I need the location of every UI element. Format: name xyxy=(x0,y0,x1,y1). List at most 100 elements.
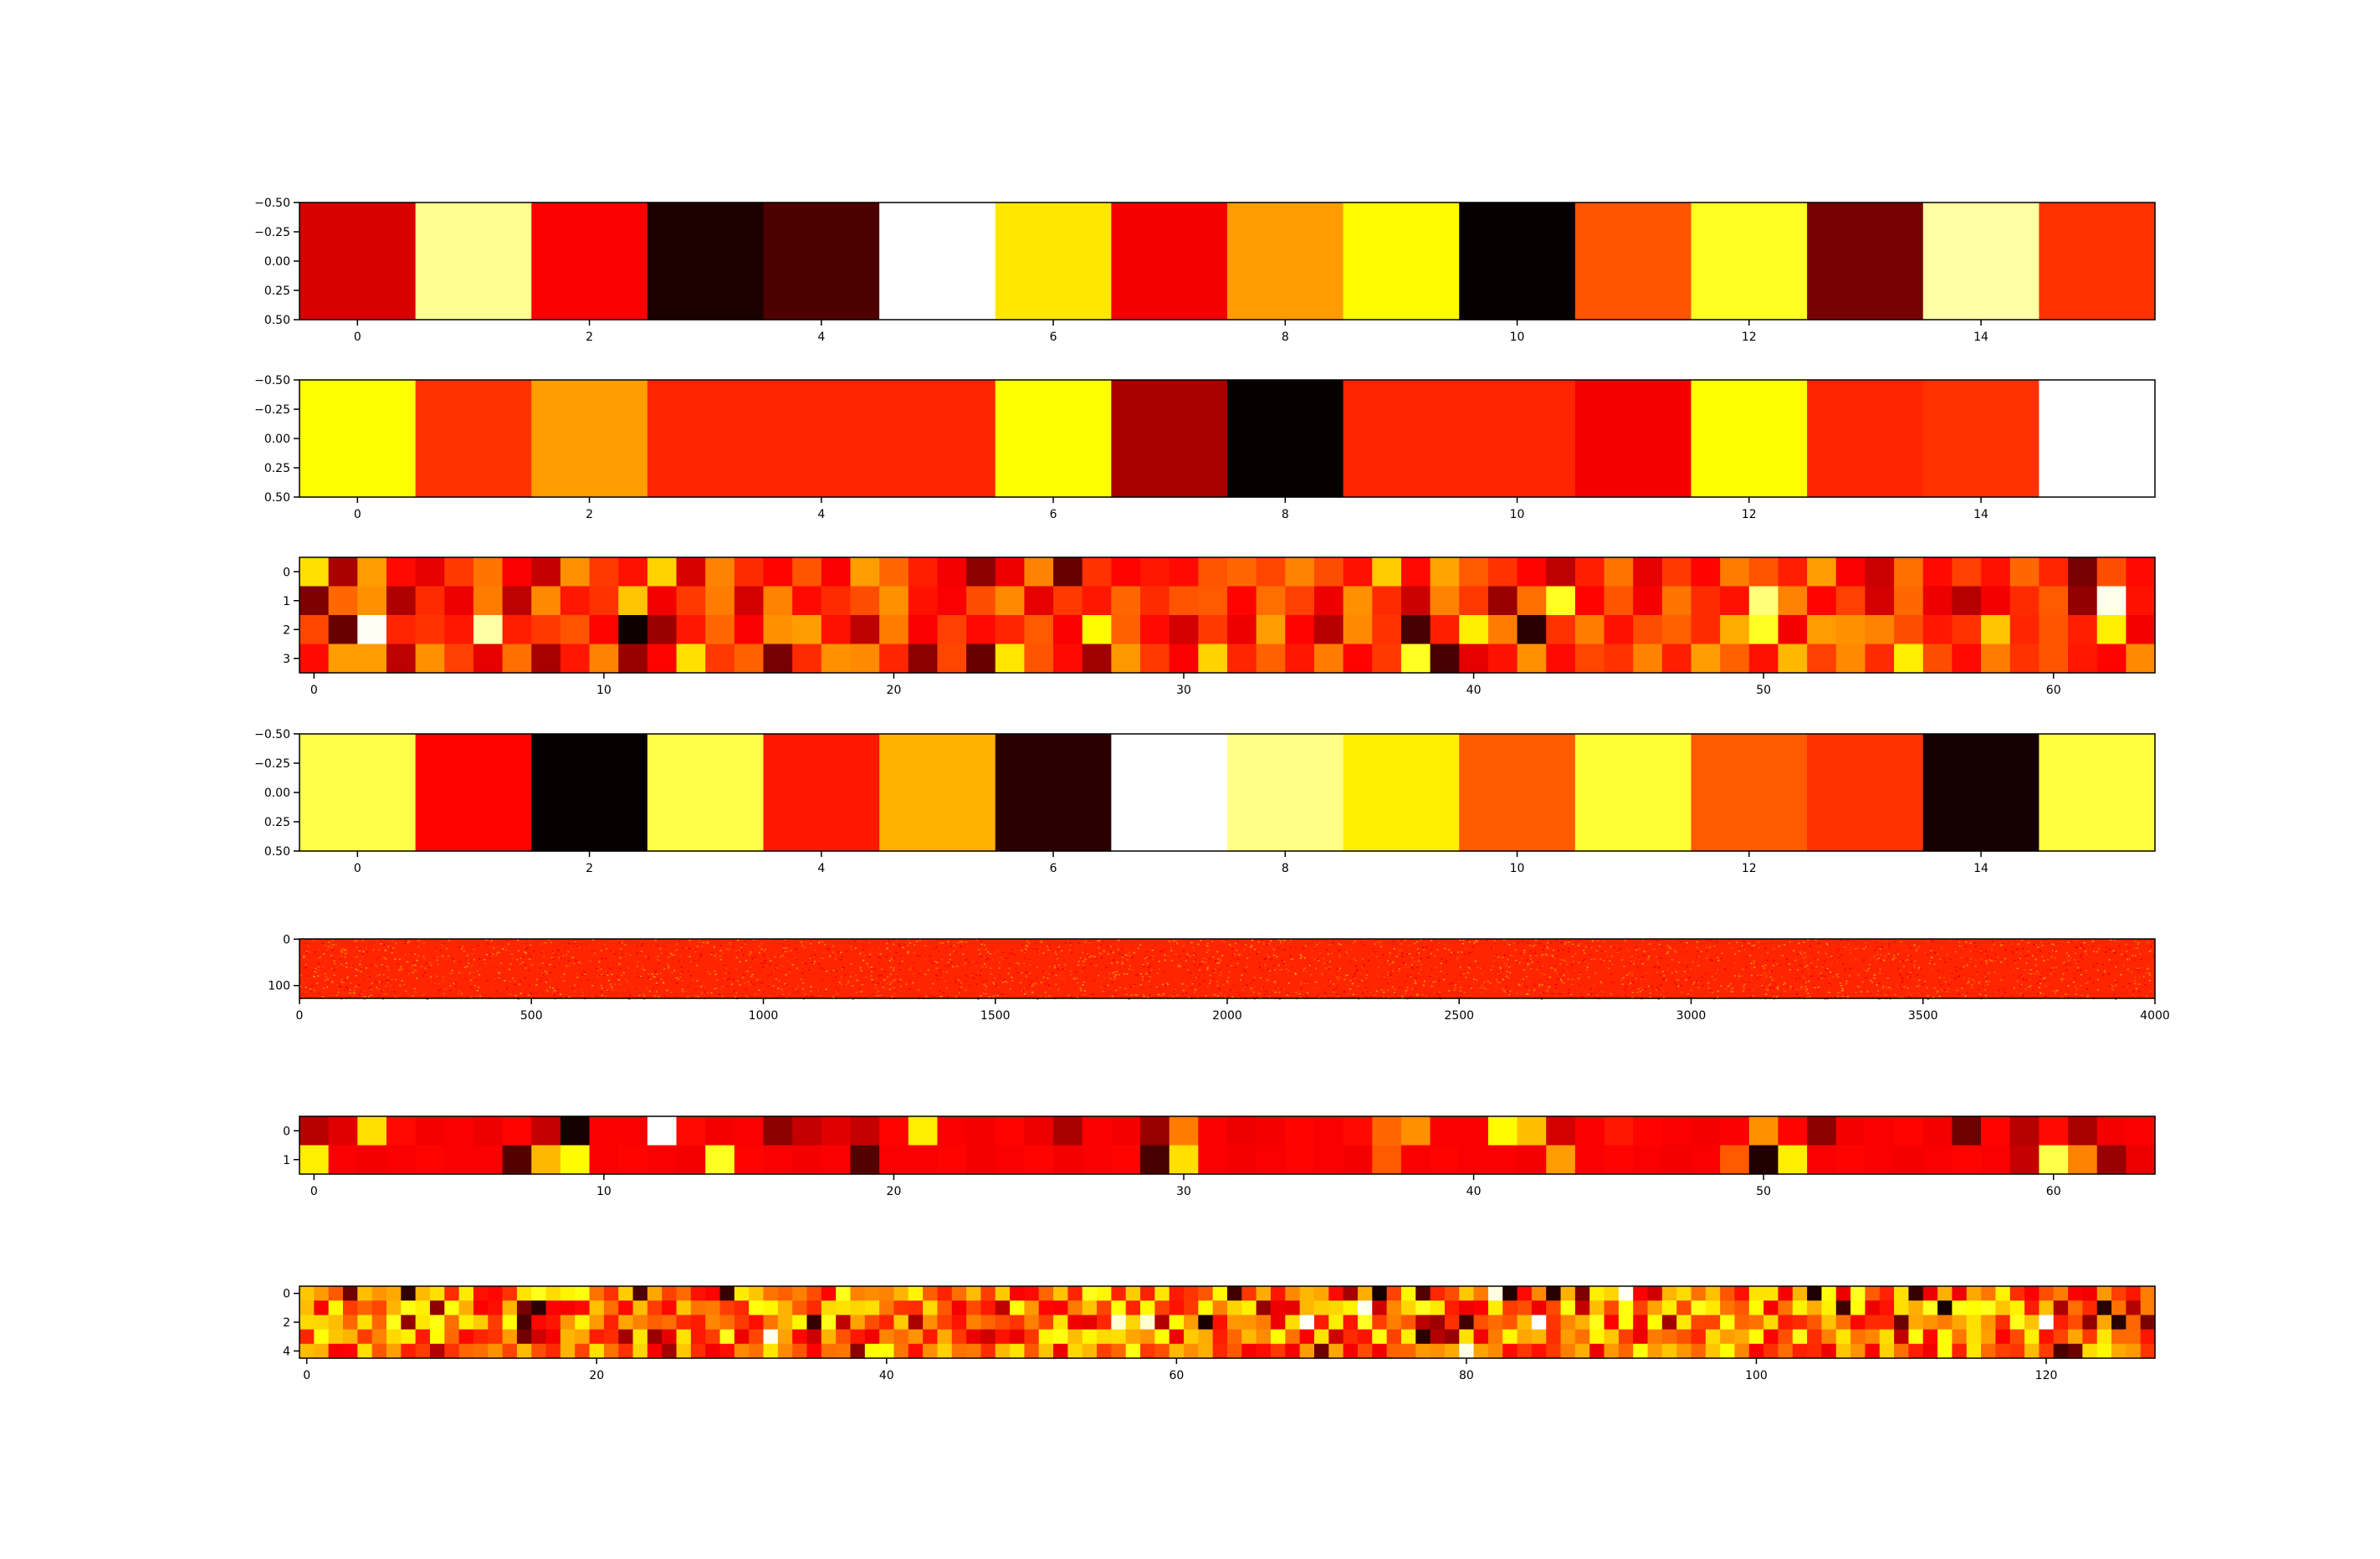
heatmap-cell xyxy=(1383,977,1385,978)
heatmap-cell xyxy=(1275,978,1277,981)
heatmap-cell xyxy=(735,951,738,953)
heatmap-cell xyxy=(305,951,308,954)
heatmap-cell xyxy=(1024,948,1026,951)
heatmap-cell xyxy=(568,965,571,967)
heatmap-cell xyxy=(613,973,616,975)
heatmap-cell xyxy=(984,944,986,946)
heatmap-cell xyxy=(1578,962,1580,964)
heatmap-cell xyxy=(536,970,539,972)
heatmap-cell xyxy=(2039,644,2069,674)
heatmap-cell xyxy=(1182,952,1185,955)
heatmap-cell xyxy=(545,941,547,944)
heatmap-cell xyxy=(318,949,320,951)
heatmap-cell xyxy=(525,967,527,969)
heatmap-cell xyxy=(832,946,834,947)
heatmap-cell xyxy=(1897,976,1900,978)
heatmap-cell xyxy=(611,973,613,976)
heatmap-cell xyxy=(1640,961,1643,963)
heatmap-cell xyxy=(1459,939,1461,941)
heatmap-cell xyxy=(1862,959,1865,962)
heatmap-cell xyxy=(1259,997,1262,998)
heatmap-cell xyxy=(1816,959,1819,961)
heatmap-cell xyxy=(1574,615,1605,645)
heatmap-cell xyxy=(1966,982,1968,984)
heatmap-cell xyxy=(422,956,425,957)
heatmap-cell xyxy=(2080,969,2082,971)
heatmap-cell xyxy=(2085,970,2087,972)
heatmap-cell xyxy=(1973,942,1976,944)
heatmap-cell xyxy=(1318,960,1320,962)
heatmap-cell xyxy=(2037,992,2040,995)
heatmap-cell xyxy=(1084,953,1087,955)
heatmap-cell xyxy=(1879,968,1881,970)
heatmap-cell xyxy=(307,974,310,977)
heatmap-cell xyxy=(1490,969,1492,971)
heatmap-cell xyxy=(1242,969,1246,971)
heatmap-cell xyxy=(1600,982,1603,984)
heatmap-cell xyxy=(1922,380,2040,498)
heatmap-cell xyxy=(459,961,462,962)
heatmap-cell xyxy=(1936,969,1938,972)
heatmap-cell xyxy=(979,953,981,955)
heatmap-cell xyxy=(1506,951,1508,952)
heatmap-cell xyxy=(966,615,996,645)
heatmap-cell xyxy=(1395,956,1398,957)
heatmap-cell xyxy=(1544,953,1547,956)
heatmap-cell xyxy=(1926,987,1928,989)
heatmap-cell xyxy=(1377,967,1379,968)
heatmap-cell xyxy=(1129,967,1132,970)
heatmap-cell xyxy=(775,965,777,967)
heatmap-cell xyxy=(1568,947,1570,950)
heatmap-cell xyxy=(1151,949,1154,951)
heatmap-cell xyxy=(486,954,489,956)
heatmap-cell xyxy=(535,984,538,986)
heatmap-cell xyxy=(1123,941,1127,944)
heatmap-cell xyxy=(2050,973,2052,975)
heatmap-cell xyxy=(1644,939,1646,941)
heatmap-cell xyxy=(883,979,886,981)
heatmap-cell xyxy=(1064,941,1067,944)
heatmap-cell xyxy=(1448,949,1451,951)
heatmap-cell xyxy=(814,954,816,956)
heatmap-cell xyxy=(1227,615,1257,645)
heatmap-cell xyxy=(1277,973,1279,975)
heatmap-cell xyxy=(1493,941,1496,943)
heatmap-cell xyxy=(600,984,602,987)
heatmap-cell xyxy=(1494,986,1497,987)
heatmap-cell xyxy=(937,950,940,952)
heatmap-cell xyxy=(1111,982,1113,983)
heatmap-cell xyxy=(1733,972,1735,974)
heatmap-cell xyxy=(719,958,722,961)
heatmap-cell xyxy=(1113,972,1115,973)
heatmap-cell xyxy=(1280,940,1282,941)
heatmap-cell xyxy=(1429,976,1431,977)
heatmap-cell xyxy=(1061,972,1063,974)
heatmap-cell xyxy=(1207,949,1210,951)
heatmap-cell xyxy=(2081,953,2083,956)
heatmap-cell xyxy=(504,946,506,948)
heatmap-cell xyxy=(1212,987,1215,990)
heatmap-cell xyxy=(1325,967,1328,969)
heatmap-cell xyxy=(1229,989,1231,991)
heatmap-cell xyxy=(2077,961,2080,963)
heatmap-cell xyxy=(958,939,960,941)
heatmap-cell xyxy=(786,947,788,949)
heatmap-cell xyxy=(1343,557,1373,587)
x-tick-label: 1500 xyxy=(980,1009,1011,1023)
heatmap-cell xyxy=(1216,951,1219,953)
heatmap-cell xyxy=(321,942,325,945)
y-tick-label: −0.50 xyxy=(254,374,290,387)
heatmap-cell xyxy=(1777,986,1779,988)
heatmap-cell xyxy=(1176,994,1179,996)
heatmap-cell xyxy=(1885,987,1887,988)
heatmap-cell xyxy=(581,974,584,976)
heatmap-cell xyxy=(560,952,562,954)
heatmap-cell xyxy=(1473,978,1476,980)
heatmap-cell xyxy=(2079,947,2081,949)
heatmap-cell xyxy=(439,949,442,951)
heatmap-cell xyxy=(380,989,382,992)
heatmap-cell xyxy=(1743,949,1746,951)
heatmap-cell xyxy=(560,976,563,978)
heatmap-cell xyxy=(688,943,691,945)
heatmap-cell xyxy=(611,949,613,951)
